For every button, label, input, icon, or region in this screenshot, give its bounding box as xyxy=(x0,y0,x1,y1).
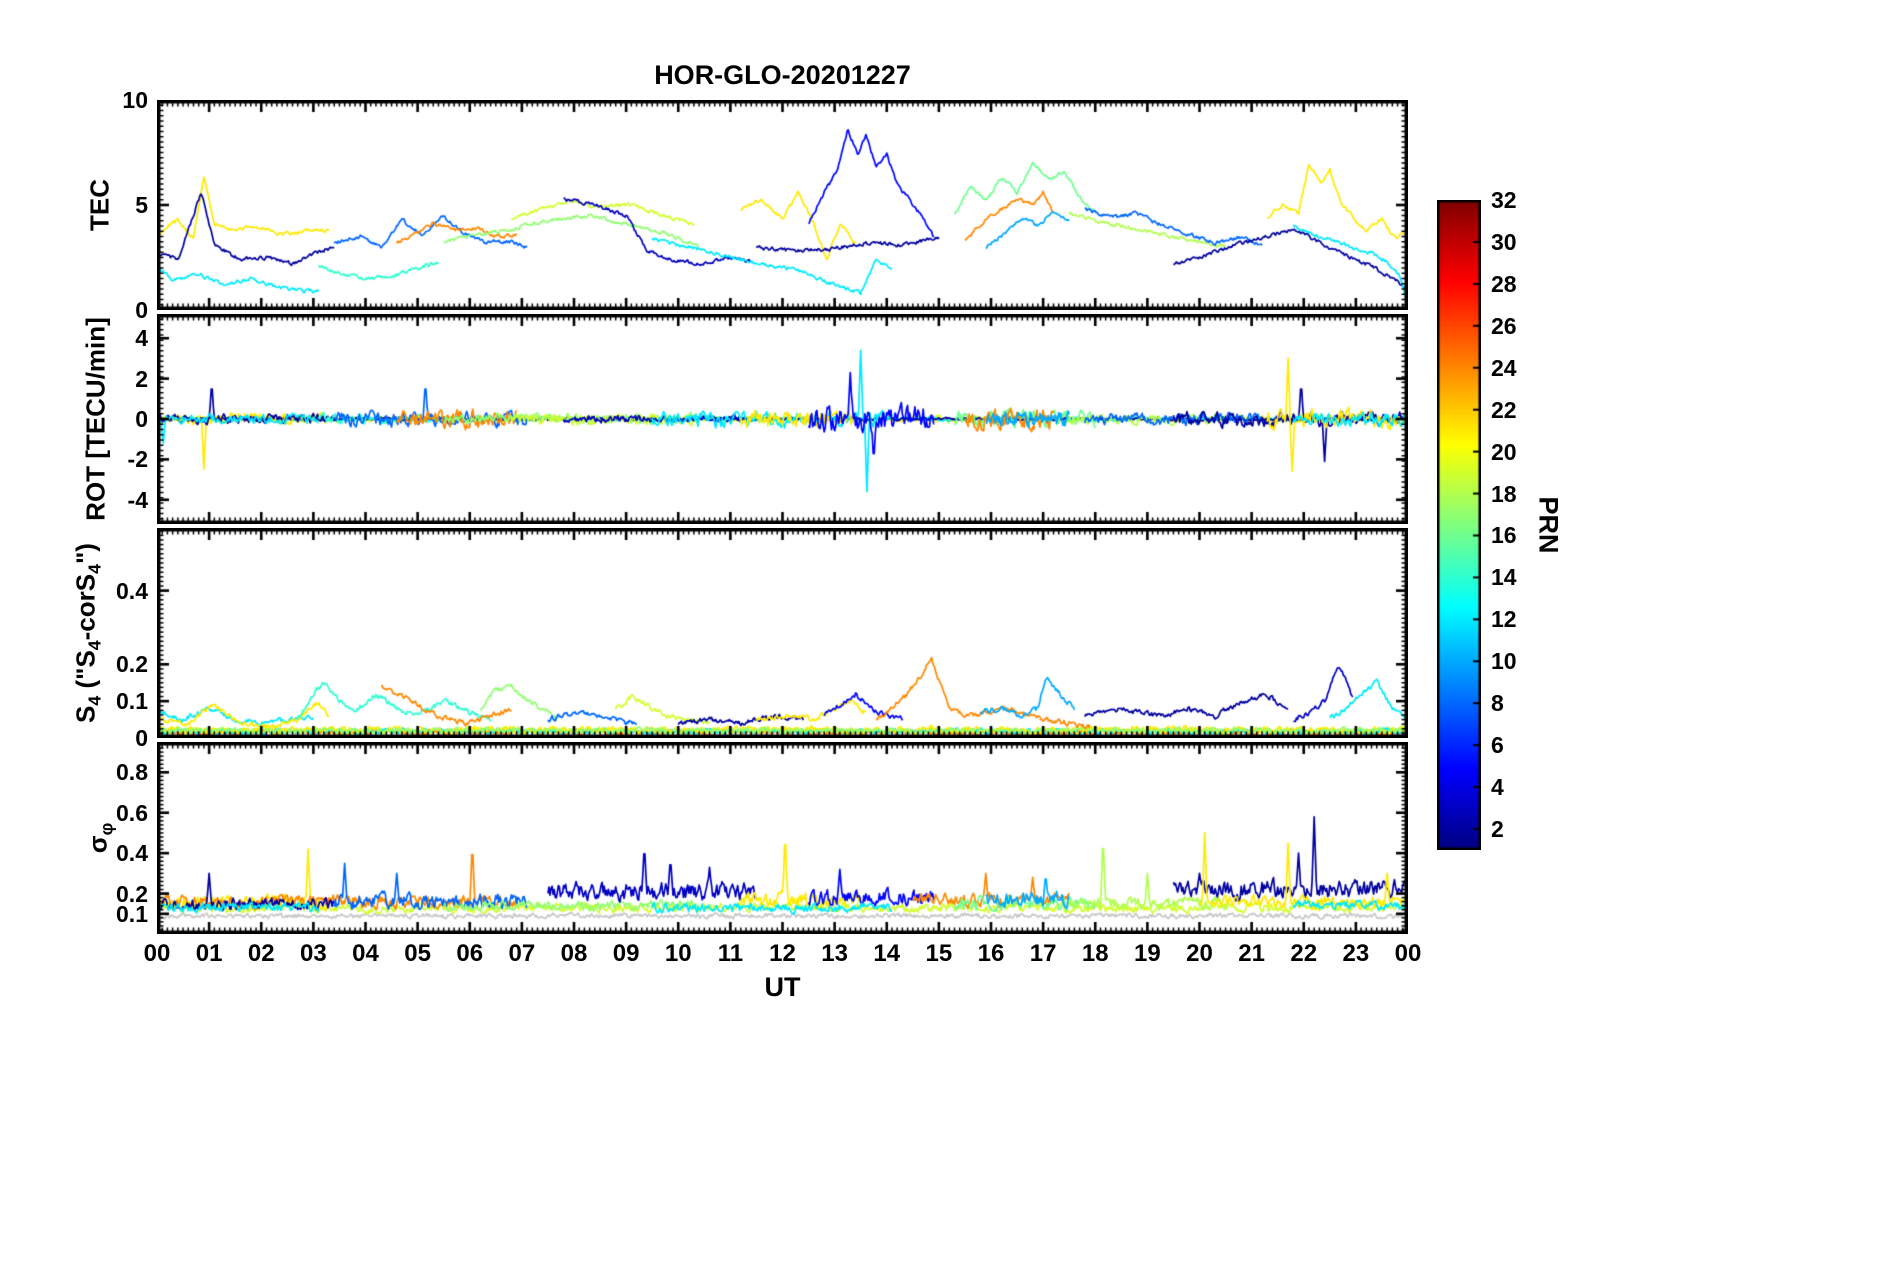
x-tick-label: 17 xyxy=(1029,940,1057,967)
colorbar-tick-label: 20 xyxy=(1491,438,1517,465)
colorbar-tick-label: 24 xyxy=(1491,354,1517,381)
colorbar-tick-label: 28 xyxy=(1491,270,1517,297)
rot-ylabel: ROT [TECU/min] xyxy=(80,317,111,521)
x-tick-label: 11 xyxy=(717,940,744,967)
rot-ytick-label: -2 xyxy=(127,446,148,473)
x-tick-label: 00 xyxy=(1394,940,1422,967)
sig-ylabel: σφ xyxy=(82,822,117,854)
x-tick-label: 06 xyxy=(456,940,484,967)
sig-ytick-label: 0.1 xyxy=(116,900,148,927)
colorbar-tick-label: 8 xyxy=(1491,690,1504,717)
x-tick-label: 14 xyxy=(873,940,901,967)
colorbar-tick-label: 2 xyxy=(1491,816,1504,843)
colorbar-tick-label: 16 xyxy=(1491,522,1517,549)
rot-ytick-label: 0 xyxy=(135,406,148,432)
x-tick-label: 21 xyxy=(1238,940,1265,967)
s4-panel-canvas xyxy=(157,528,1408,738)
colorbar-tick-label: 22 xyxy=(1491,396,1517,423)
rot-panel-canvas xyxy=(157,314,1408,524)
x-tick-label: 08 xyxy=(560,940,588,967)
x-tick-label: 03 xyxy=(300,940,327,967)
s4-ytick-label: 0.2 xyxy=(116,651,148,678)
s4-ytick-label: 0 xyxy=(135,725,148,751)
sig-ytick-label: 0.8 xyxy=(116,759,148,786)
rot-ytick-label: 4 xyxy=(135,325,148,352)
rot-ytick-label: 2 xyxy=(135,365,148,392)
colorbar-tick-label: 32 xyxy=(1491,187,1517,213)
colorbar-tick-label: 6 xyxy=(1491,732,1504,759)
x-tick-label: 09 xyxy=(612,940,640,967)
prn-colorbar xyxy=(1437,200,1481,850)
tec-ytick-label: 0 xyxy=(135,297,148,323)
s4-ytick-label: 0.1 xyxy=(116,688,148,715)
rot-ytick-label: -4 xyxy=(127,486,148,513)
sig-ytick-label: 0.4 xyxy=(116,840,148,867)
x-tick-label: 01 xyxy=(195,940,223,967)
x-tick-label: 18 xyxy=(1081,940,1109,967)
x-tick-label: 20 xyxy=(1186,940,1213,967)
colorbar-tick-label: 14 xyxy=(1491,564,1517,591)
s4-ylabel: S4 ("S4-corS4") xyxy=(70,543,105,723)
x-tick-label: 23 xyxy=(1342,940,1370,967)
tec-ylabel: TEC xyxy=(84,179,115,231)
x-tick-label: 05 xyxy=(404,940,431,967)
x-tick-label: 16 xyxy=(977,940,1005,967)
colorbar-tick-label: 4 xyxy=(1491,774,1504,801)
sig-ytick-label: 0.2 xyxy=(116,880,148,907)
x-tick-label: 22 xyxy=(1290,940,1318,967)
x-tick-label: 12 xyxy=(769,940,796,967)
colorbar-tick-label: 26 xyxy=(1491,312,1517,339)
tec-ytick-label: 5 xyxy=(135,192,148,218)
s4-ytick-label: 0.4 xyxy=(116,577,148,604)
x-tick-label: 19 xyxy=(1134,940,1161,967)
tec-panel-canvas xyxy=(157,100,1408,310)
colorbar-tick-label: 10 xyxy=(1491,648,1517,675)
tec-ytick-label: 10 xyxy=(122,87,148,113)
colorbar-tick-label: 18 xyxy=(1491,480,1517,507)
x-tick-label: 10 xyxy=(664,940,692,967)
sigma-phi-panel-canvas xyxy=(157,742,1408,934)
x-tick-label: 07 xyxy=(508,940,536,967)
x-tick-label: 00 xyxy=(143,940,171,967)
x-axis-label: UT xyxy=(764,972,801,1002)
sig-ytick-label: 0.6 xyxy=(116,799,148,826)
colorbar-tick-label: 30 xyxy=(1491,228,1517,255)
x-tick-label: 02 xyxy=(247,940,275,967)
colorbar-tick-label: 12 xyxy=(1491,606,1517,633)
chart-title: HOR-GLO-20201227 xyxy=(654,60,911,90)
x-tick-label: 04 xyxy=(352,940,379,967)
x-tick-label: 13 xyxy=(821,940,848,967)
x-tick-label: 15 xyxy=(925,940,953,967)
